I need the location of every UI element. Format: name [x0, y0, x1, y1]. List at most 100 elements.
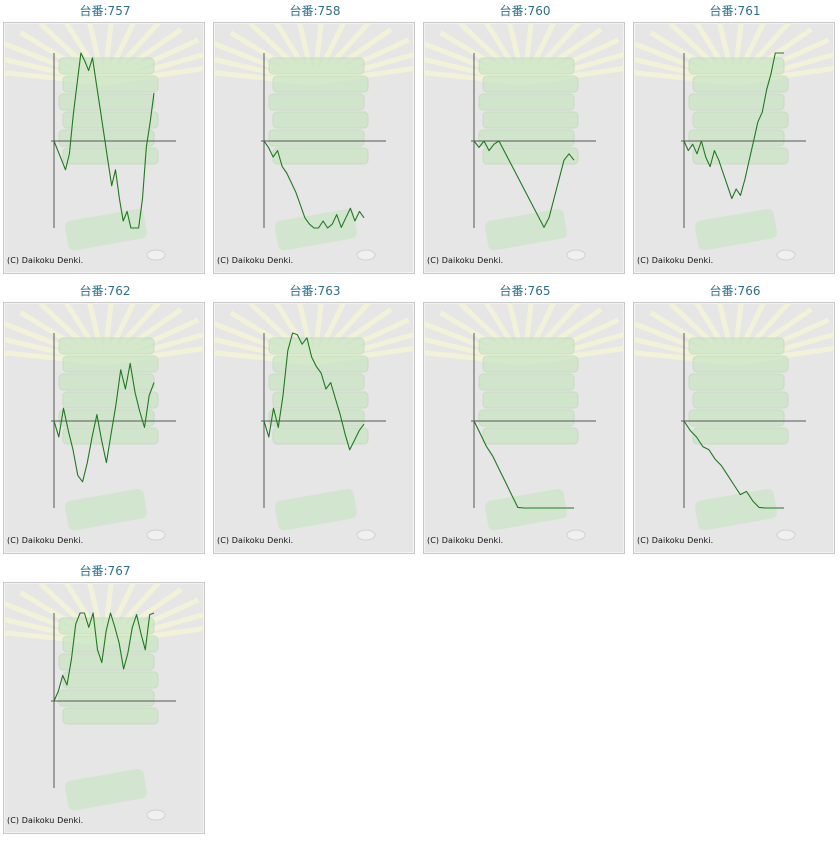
machine-artwork: [214, 303, 414, 541]
artwork-tier: [58, 129, 155, 147]
graph-panel: (C) Daikoku Denki.: [213, 302, 415, 554]
artwork-tier: [58, 617, 155, 635]
graph-panel: (C) Daikoku Denki.: [423, 22, 625, 274]
artwork-tier: [688, 129, 785, 147]
artwork-tier: [272, 75, 369, 93]
artwork-tier: [478, 337, 575, 355]
artwork-tier: [692, 111, 789, 129]
graph-panel: (C) Daikoku Denki.: [633, 302, 835, 554]
graph-panel: (C) Daikoku Denki.: [3, 582, 205, 834]
machine-artwork: [4, 23, 204, 261]
artwork-tier: [58, 409, 155, 427]
artwork-tier: [692, 355, 789, 373]
copyright-text: (C) Daikoku Denki.: [7, 816, 84, 825]
graph-panel: (C) Daikoku Denki.: [3, 22, 205, 274]
artwork-tier: [62, 355, 159, 373]
artwork-tier: [688, 409, 785, 427]
balance-series-line: [53, 52, 155, 229]
artwork-tier: [268, 409, 365, 427]
artwork-coin: [356, 529, 376, 541]
machine-artwork: [634, 23, 834, 261]
machine-number-title: 台番:761: [709, 4, 761, 18]
artwork-tier: [482, 147, 579, 165]
graph-svg: [424, 303, 624, 541]
balance-series-line: [263, 332, 365, 451]
artwork-tier: [692, 391, 789, 409]
graph-svg: [424, 23, 624, 261]
artwork-coin: [146, 809, 166, 821]
artwork-tier: [272, 147, 369, 165]
copyright-text: (C) Daikoku Denki.: [7, 536, 84, 545]
artwork-tier: [62, 111, 159, 129]
graph-panel: (C) Daikoku Denki.: [633, 22, 835, 274]
artwork-tier: [478, 93, 575, 111]
artwork-tier: [692, 147, 789, 165]
artwork-tier: [62, 707, 159, 725]
graph-svg: [214, 303, 414, 541]
machine-artwork: [4, 303, 204, 541]
balance-series-line: [473, 420, 574, 509]
artwork-tier: [58, 337, 155, 355]
graph-panel: (C) Daikoku Denki.: [213, 22, 415, 274]
graph-svg: [634, 23, 834, 261]
artwork-tier: [62, 391, 159, 409]
graph-svg: [4, 303, 204, 541]
graph-svg: [634, 303, 834, 541]
artwork-tier: [272, 391, 369, 409]
artwork-tier: [692, 75, 789, 93]
artwork-tray: [694, 208, 778, 251]
artwork-coin: [776, 529, 796, 541]
machine-number-title: 台番:757: [79, 4, 131, 18]
artwork-tier: [62, 635, 159, 653]
artwork-tier: [62, 671, 159, 689]
artwork-coin: [776, 249, 796, 261]
artwork-tier: [482, 111, 579, 129]
graph-svg: [4, 583, 204, 821]
artwork-tier: [688, 57, 785, 75]
artwork-tier: [688, 373, 785, 391]
artwork-tier: [58, 653, 155, 671]
graph-svg: [214, 23, 414, 261]
graph-panel: (C) Daikoku Denki.: [3, 302, 205, 554]
copyright-text: (C) Daikoku Denki.: [217, 256, 294, 265]
artwork-tier: [478, 57, 575, 75]
machine-artwork: [424, 303, 624, 541]
artwork-tray: [64, 208, 148, 251]
artwork-tier: [58, 689, 155, 707]
artwork-tier: [692, 427, 789, 445]
balance-series-line: [53, 612, 155, 702]
artwork-tier: [268, 129, 365, 147]
artwork-tier: [478, 129, 575, 147]
balance-series-line: [263, 140, 365, 229]
artwork-tray: [64, 768, 148, 811]
artwork-coin: [566, 249, 586, 261]
graph-panel: (C) Daikoku Denki.: [423, 302, 625, 554]
copyright-text: (C) Daikoku Denki.: [637, 536, 714, 545]
artwork-tier: [478, 409, 575, 427]
copyright-text: (C) Daikoku Denki.: [427, 536, 504, 545]
balance-series-line: [473, 140, 575, 228]
artwork-tier: [58, 93, 155, 111]
copyright-text: (C) Daikoku Denki.: [217, 536, 294, 545]
artwork-tier: [482, 75, 579, 93]
machine-number-title: 台番:767: [79, 564, 131, 578]
artwork-tier: [688, 93, 785, 111]
artwork-tier: [268, 337, 365, 355]
artwork-tier: [268, 57, 365, 75]
artwork-tray: [694, 488, 778, 531]
artwork-tier: [268, 373, 365, 391]
artwork-coin: [146, 249, 166, 261]
artwork-tier: [62, 75, 159, 93]
artwork-tray: [274, 208, 358, 251]
artwork-tier: [58, 57, 155, 75]
machine-number-title: 台番:766: [709, 284, 761, 298]
artwork-tier: [482, 427, 579, 445]
machine-number-title: 台番:762: [79, 284, 131, 298]
artwork-coin: [356, 249, 376, 261]
balance-series-line: [53, 362, 155, 483]
artwork-tier: [478, 373, 575, 391]
artwork-tier: [58, 373, 155, 391]
artwork-tier: [268, 93, 365, 111]
copyright-text: (C) Daikoku Denki.: [7, 256, 84, 265]
graph-svg: [4, 23, 204, 261]
